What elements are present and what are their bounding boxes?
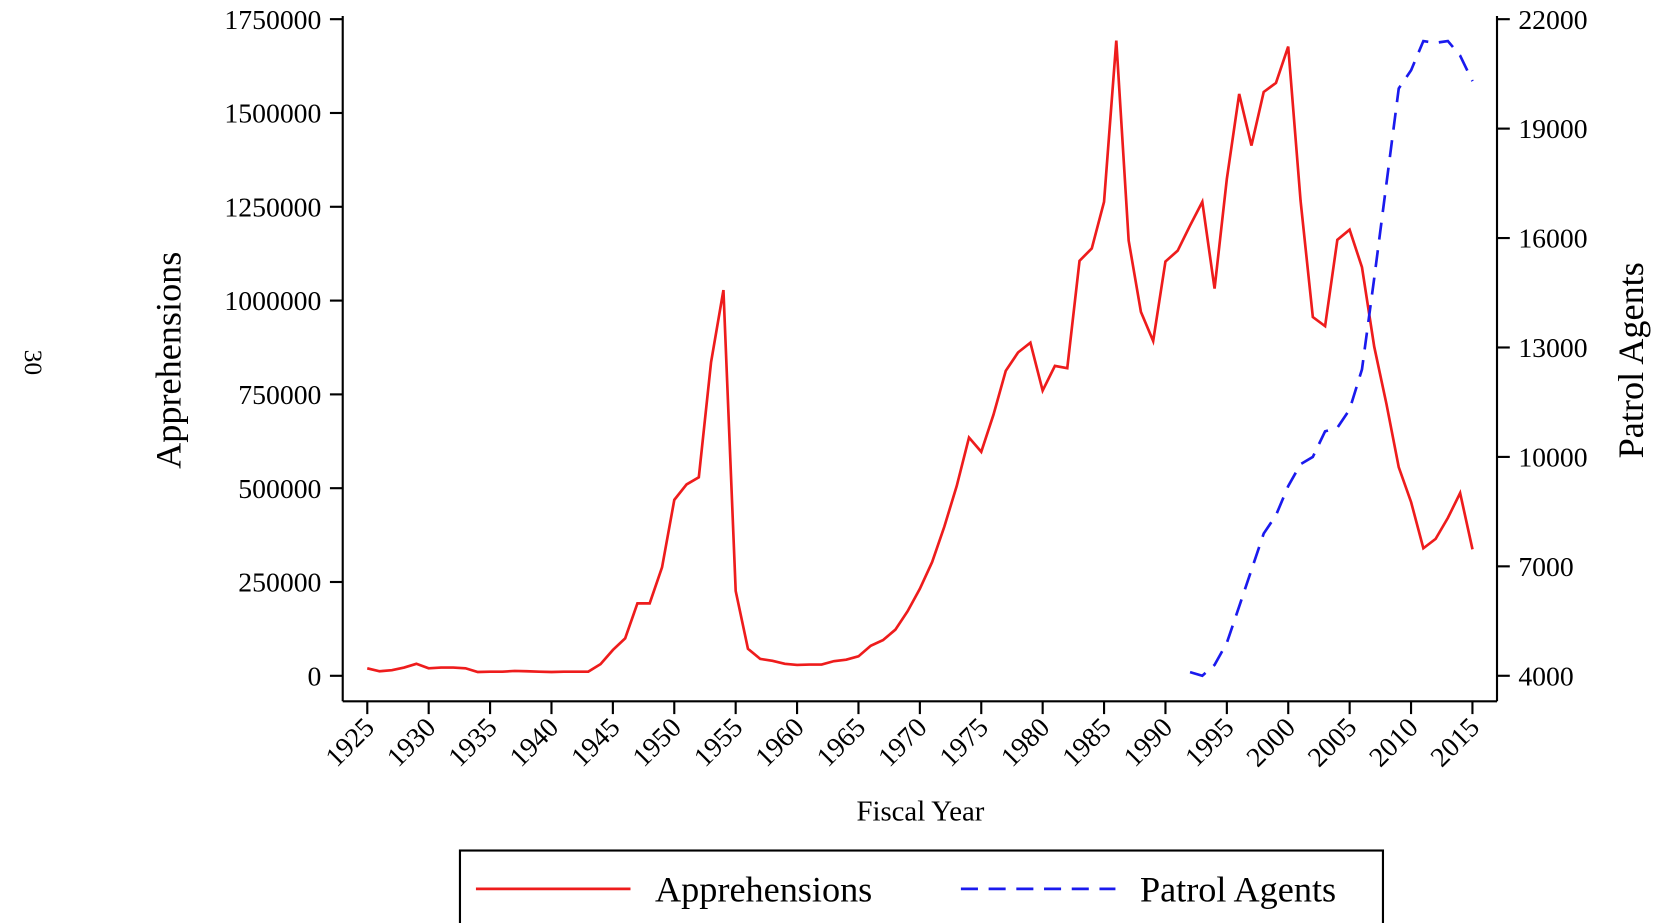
x-tick-label: 1975 bbox=[933, 711, 994, 772]
y-tick-label: 1000000 bbox=[224, 285, 321, 316]
x-tick-label: 1950 bbox=[626, 711, 687, 772]
y-tick-label: 0 bbox=[308, 660, 322, 691]
x-tick-label: 1925 bbox=[319, 711, 380, 772]
x-tick-label: 2015 bbox=[1424, 711, 1485, 772]
legend-label: Patrol Agents bbox=[1140, 870, 1336, 910]
x-axis-title: Fiscal Year bbox=[856, 796, 984, 828]
y-tick-label: 1750000 bbox=[224, 4, 321, 35]
y-tick-label: 1500000 bbox=[224, 98, 321, 129]
y-tick-label: 750000 bbox=[238, 379, 321, 410]
y2-axis-title: Patrol Agents bbox=[1611, 262, 1651, 458]
x-tick-label: 1935 bbox=[442, 711, 503, 772]
y-axis-title: Apprehensions bbox=[149, 252, 189, 469]
y-tick-label: 500000 bbox=[238, 473, 321, 504]
y2-tick-label: 22000 bbox=[1518, 4, 1587, 35]
series-line bbox=[366, 40, 1474, 674]
y2-tick-label: 7000 bbox=[1518, 551, 1573, 582]
y2-tick-label: 13000 bbox=[1518, 332, 1587, 363]
x-tick-label: 1990 bbox=[1117, 711, 1178, 772]
x-tick-label: 1985 bbox=[1056, 711, 1117, 772]
y-tick-label: 1250000 bbox=[224, 191, 321, 222]
y2-tick-label: 10000 bbox=[1518, 442, 1587, 473]
x-tick-label: 1930 bbox=[380, 711, 441, 772]
series-line bbox=[1189, 39, 1474, 678]
x-tick-label: 2005 bbox=[1301, 711, 1362, 772]
y2-tick-label: 19000 bbox=[1518, 113, 1587, 144]
x-tick-label: 1940 bbox=[503, 711, 564, 772]
y2-tick-label: 16000 bbox=[1518, 223, 1587, 254]
legend-label: Apprehensions bbox=[655, 870, 872, 910]
page-number: 30 bbox=[19, 350, 48, 376]
y2-tick-label: 4000 bbox=[1518, 660, 1573, 691]
x-tick-label: 1980 bbox=[994, 711, 1055, 772]
x-tick-label: 1970 bbox=[872, 711, 933, 772]
legend-box bbox=[458, 849, 1385, 923]
x-tick-label: 1995 bbox=[1179, 711, 1240, 772]
x-tick-label: 2010 bbox=[1363, 711, 1424, 772]
x-tick-label: 1945 bbox=[565, 711, 626, 772]
x-tick-label: 1955 bbox=[687, 711, 748, 772]
x-tick-label: 2000 bbox=[1240, 711, 1301, 772]
x-tick-label: 1960 bbox=[749, 711, 810, 772]
x-tick-label: 1965 bbox=[810, 711, 871, 772]
y-tick-label: 250000 bbox=[238, 567, 321, 598]
